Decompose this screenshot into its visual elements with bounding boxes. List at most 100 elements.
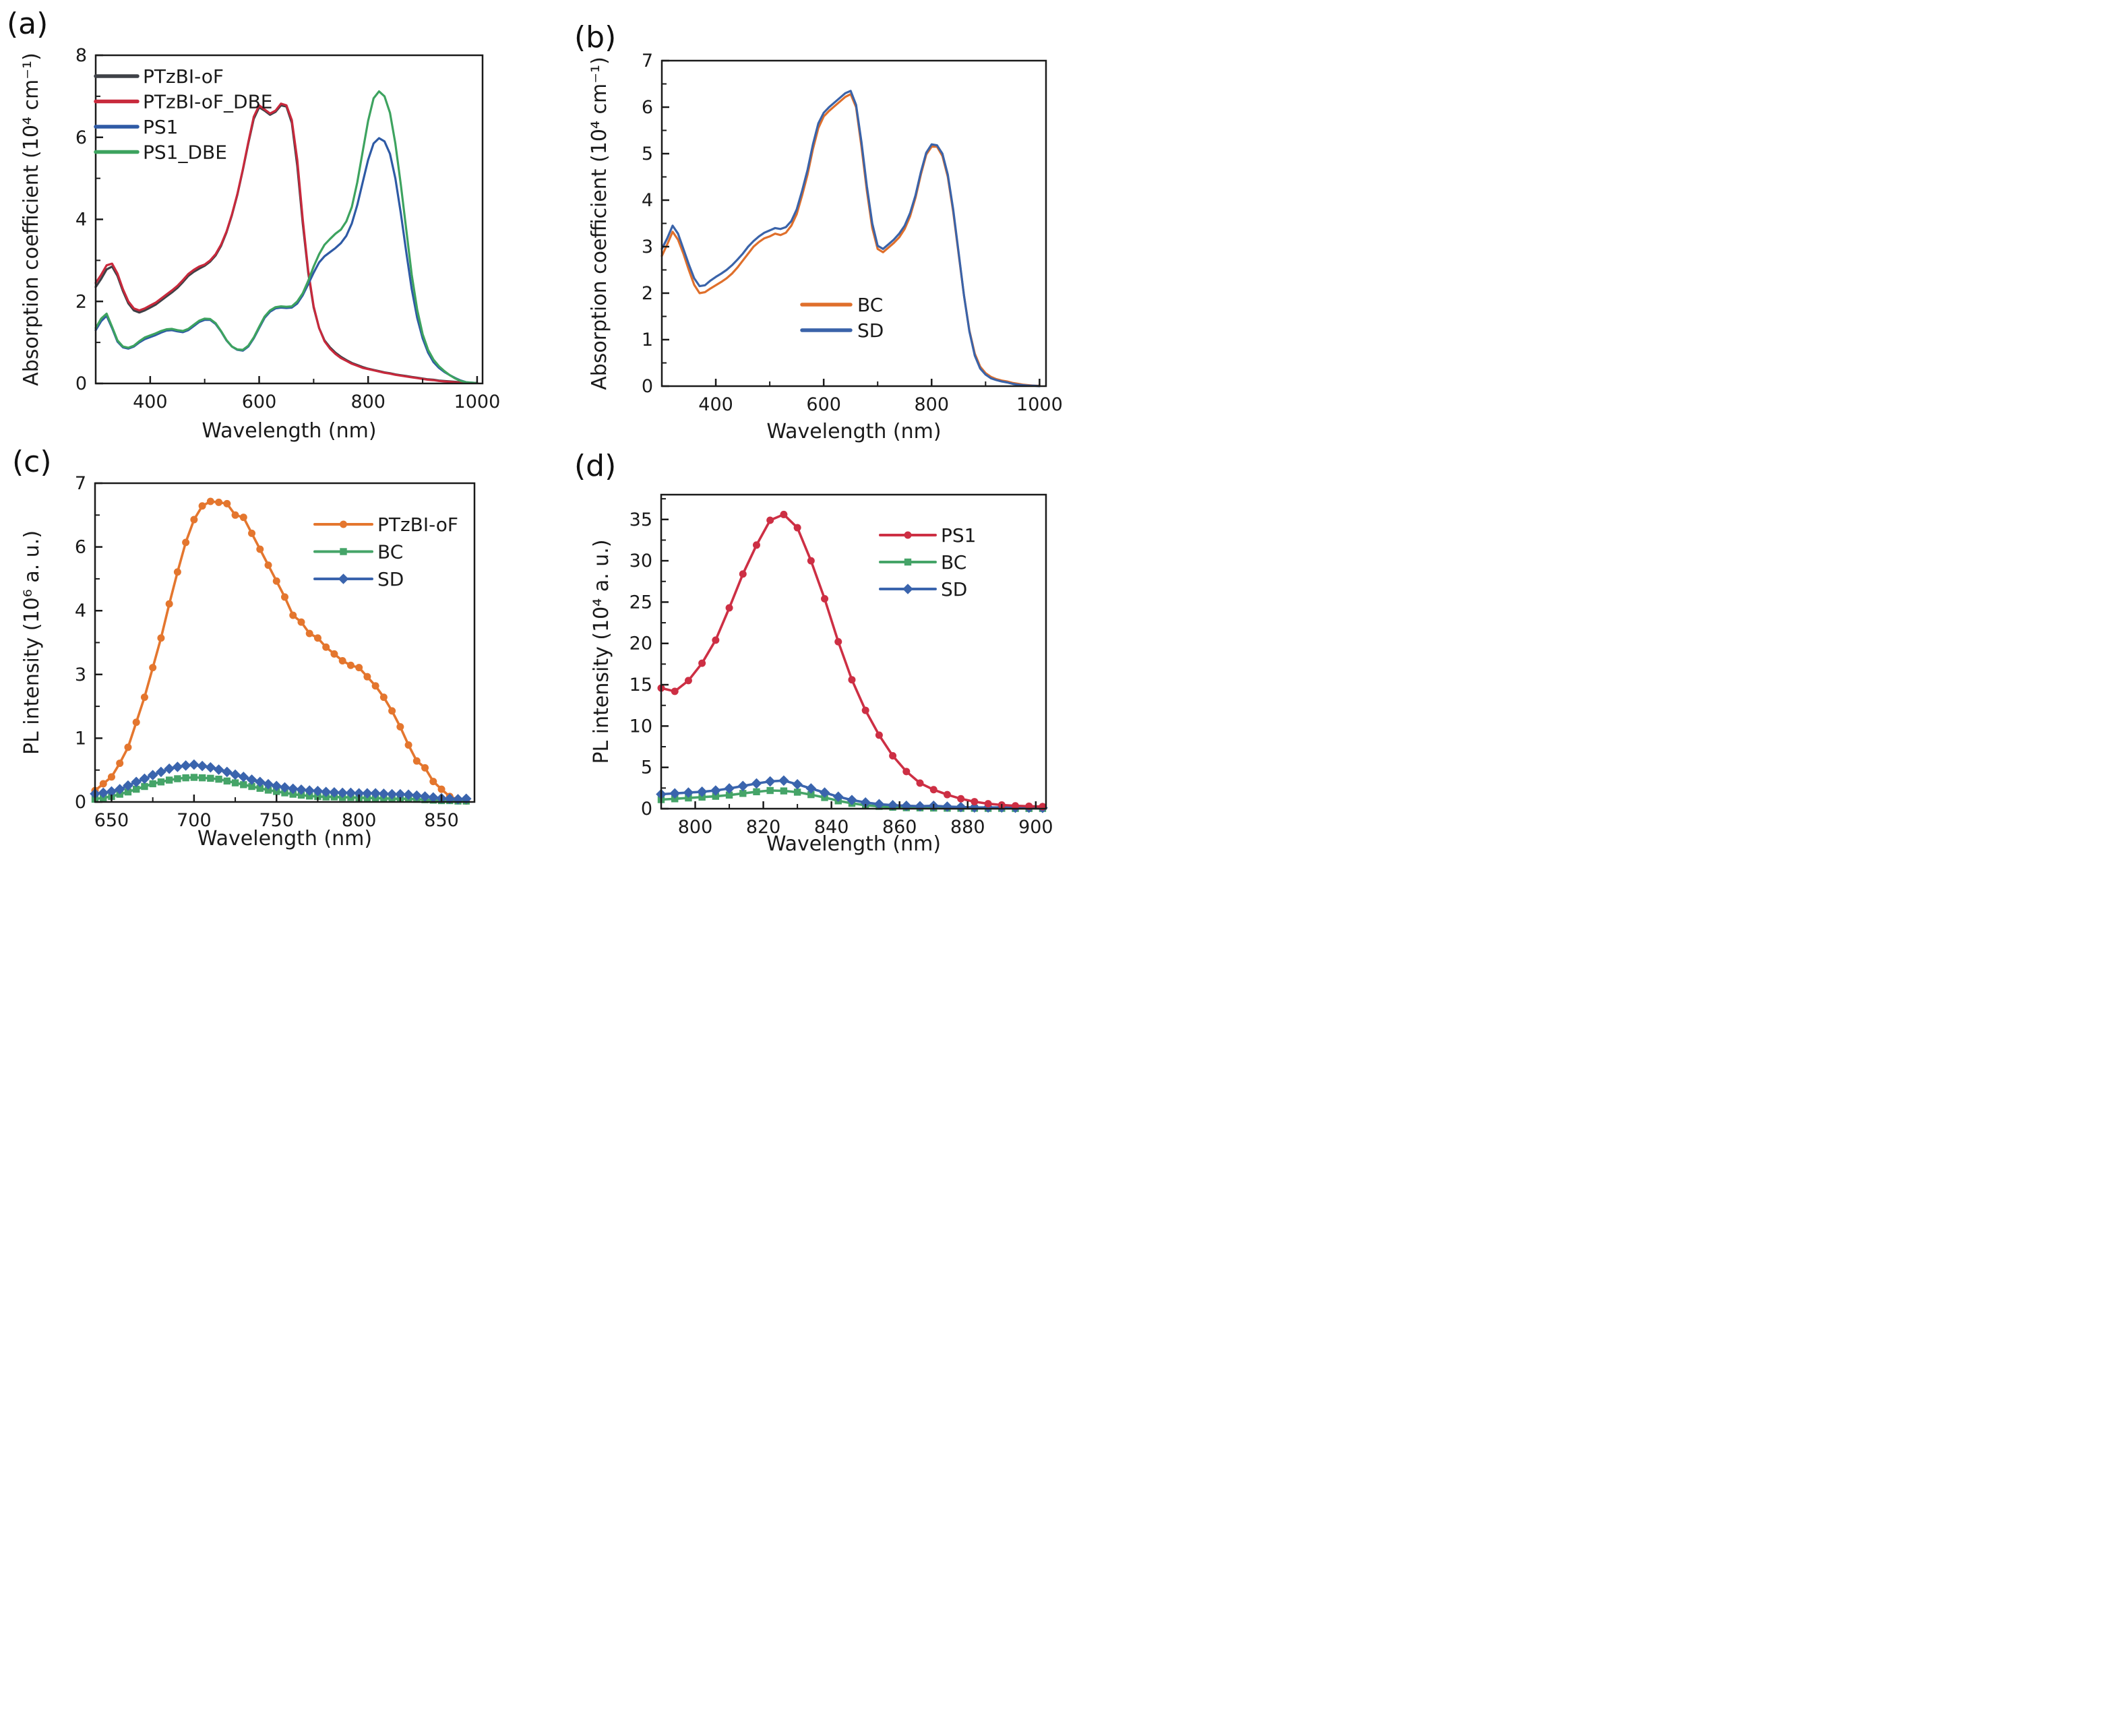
series-SD-point: [172, 762, 183, 772]
series-PTzBI-oF-point: [182, 538, 190, 547]
series-SD-point: [254, 776, 266, 788]
x-tick-label: 800: [350, 392, 386, 412]
panel-d-x-axis: 800 820 840 860 880 900: [678, 801, 1053, 838]
panel-b-y-axis-title: Absorption coefficient (10⁴ cm⁻¹): [588, 57, 611, 390]
x-tick-label: 400: [133, 392, 168, 412]
y-tick-label: 6: [642, 97, 653, 118]
panel-c-y-axis: 0 1 3 4 6 7: [75, 473, 102, 813]
series-PTzBI-oF-point: [371, 682, 379, 690]
y-tick-label: 2: [75, 291, 87, 312]
legend-label-PS1: PS1: [941, 524, 976, 547]
series-PTzBI-oF-point: [223, 499, 231, 507]
panel-c-letter: (c): [12, 445, 52, 479]
series-BC-point: [698, 793, 706, 801]
series-PTzBI-oF-point: [215, 498, 223, 506]
y-tick-label: 0: [75, 792, 86, 813]
series-SD-point: [915, 801, 925, 812]
series-BC-point: [149, 780, 156, 788]
series-SD-point: [329, 787, 340, 798]
series-SD-point: [452, 794, 464, 805]
series-BC-point: [780, 787, 788, 795]
y-tick-label: 2: [642, 283, 653, 304]
legend-label-PTzBI-oF_DBE: PTzBI-oF_DBE: [143, 91, 272, 113]
series-SD-point: [419, 791, 431, 802]
y-tick-label: 25: [629, 592, 652, 613]
y-tick-label: 6: [75, 537, 86, 558]
panel-c-x-axis: 650 700 750 800 850: [94, 795, 459, 831]
series-PS1-point: [780, 510, 788, 518]
series-SD-point: [737, 780, 749, 792]
panel-d-legend: PS1 BC SD: [879, 524, 976, 600]
x-tick-label: 800: [342, 810, 377, 831]
y-tick-label: 4: [642, 190, 653, 211]
series-PTzBI-oF-point: [190, 516, 198, 524]
panel-a-legend: PTzBI-oF PTzBI-oF_DBE PS1 PS1_DBE: [94, 65, 272, 164]
y-tick-label: 15: [629, 675, 652, 695]
series-PTzBI-oF-point: [132, 718, 140, 726]
legend-label-SD: SD: [377, 568, 404, 590]
panel-c: 650 700 750 800 850 0 1 3 4 6 7 Wavelength (nm) PL i…: [20, 473, 476, 850]
series-PS1_DBE-line: [94, 90, 479, 385]
series-SD-point: [131, 776, 142, 788]
series-SD-point: [778, 775, 789, 786]
series-PTzBI-oF-point: [355, 664, 363, 672]
panel-c-x-axis-title: Wavelength (nm): [197, 827, 372, 850]
series-PS1-point: [916, 779, 924, 787]
series-SD-point: [887, 800, 898, 811]
series-SD-point: [197, 760, 208, 772]
series-PTzBI-oF-point: [248, 529, 256, 537]
panel-d: 800 820 840 860 880 900 0 5 10 15 20 25 30 35 Waveleng…: [590, 493, 1053, 856]
series-BC-point: [256, 784, 264, 792]
y-tick-label: 7: [75, 473, 86, 494]
y-tick-label: 1: [75, 728, 86, 749]
series-PTzBI-oF-point: [99, 780, 107, 788]
series-SD-point: [792, 779, 803, 790]
series-BC-point: [157, 778, 165, 786]
series-PTzBI-oF-point: [173, 568, 181, 576]
panel-c-legend: PTzBI-oF BC SD: [313, 514, 458, 590]
series-PTzBI-oF-point: [313, 634, 321, 642]
series-PTzBI-oF-point: [396, 723, 404, 731]
x-tick-label: 750: [259, 810, 294, 831]
x-tick-label: 700: [177, 810, 212, 831]
series-PTzBI-oF-point: [149, 664, 157, 672]
series-SD-point: [222, 766, 233, 778]
series-BC-line: [660, 93, 1041, 387]
series-PS1-point: [929, 786, 937, 794]
series-PS1-point: [712, 636, 720, 644]
spectra-figure: (a) (b) (c) (d) 400 600 800 100002468Wavele…: [0, 0, 1062, 868]
series-BC-point: [124, 788, 132, 796]
series-SD-point: [860, 797, 871, 808]
series-SD-point: [696, 786, 708, 797]
series-PS1-point: [902, 768, 911, 776]
series-BC-point: [182, 774, 189, 782]
series-BC-point: [215, 776, 222, 783]
panel-a: 400 600 800 1000 0 2 4 6 8 Wavelength (nm) Absorpt…: [20, 45, 500, 443]
series-SD-line: [660, 90, 1041, 388]
series-SD-point: [378, 788, 390, 799]
y-tick-label: 10: [629, 716, 652, 737]
legend-label-BC: BC: [941, 551, 966, 574]
series-BC-point: [712, 793, 720, 800]
series-PTzBI-oF-point: [206, 497, 214, 505]
x-tick-label: 800: [915, 394, 950, 415]
series-PTzBI-oF-point: [165, 600, 173, 608]
series-BC-point: [725, 791, 733, 799]
series-SD-point: [263, 778, 274, 790]
y-tick-label: 3: [75, 664, 86, 685]
series-PTzBI-oF-point: [272, 577, 280, 585]
series-SD-point: [942, 801, 953, 812]
legend-label-BC: BC: [377, 541, 403, 563]
series-SD-point: [969, 802, 980, 813]
y-tick-label: 30: [629, 551, 652, 571]
series-PS1-point: [861, 706, 869, 714]
series-PTzBI-oF-point: [388, 707, 396, 715]
x-tick-label: 820: [746, 817, 781, 838]
panel-a-y-axis-title: Absorption coefficient (10⁴ cm⁻¹): [20, 53, 43, 386]
series-PTzBI-oF-point: [157, 634, 165, 642]
series-SD-point: [180, 760, 191, 771]
series-BC-point: [198, 774, 206, 782]
series-SD-point: [955, 801, 966, 813]
series-PS1-point: [807, 557, 815, 565]
series-PTzBI-oF-point: [322, 643, 330, 651]
